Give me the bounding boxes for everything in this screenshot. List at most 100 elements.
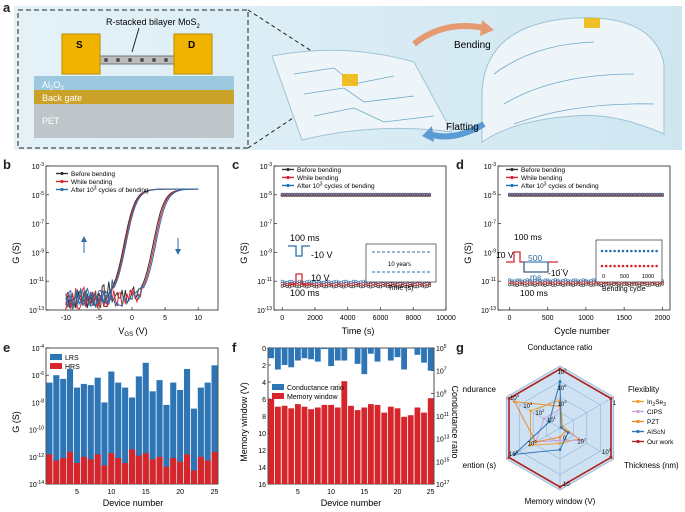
low-state-point: [356, 281, 360, 285]
low-state-point: [569, 279, 573, 283]
flat-substrate: [271, 49, 453, 141]
legend-label: Before bending: [297, 167, 341, 174]
hrs-bar: [122, 463, 129, 484]
low-state-point: [658, 283, 662, 287]
legend-marker: [286, 167, 290, 172]
conductance-ratio-bar: [394, 348, 401, 358]
radar-axis-label: Flexiblity: [628, 385, 659, 394]
radar-point: [547, 420, 551, 424]
low-state-point: [283, 282, 287, 286]
low-state-point: [528, 278, 532, 282]
low-state-point: [344, 284, 348, 288]
low-state-point: [329, 284, 333, 288]
low-state-point: [518, 282, 522, 286]
low-state-point: [571, 284, 575, 288]
panel-label-b: b: [3, 157, 11, 172]
conductance-ratio-bar: [354, 348, 361, 364]
inset-high-point: [651, 249, 654, 253]
hrs-bar: [177, 461, 184, 484]
f-ylabel-right: Conductance ratio: [450, 385, 458, 458]
xtick-label: 500: [542, 315, 554, 322]
bent-substrate: [481, 17, 665, 143]
low-state-point: [317, 279, 321, 283]
memory-window-bar: [421, 412, 427, 484]
ytick-label: 6: [262, 397, 266, 404]
legend-marker: [60, 171, 64, 176]
low-state-point: [379, 285, 383, 289]
legend-marker: [60, 187, 64, 192]
low-state-point: [354, 280, 358, 284]
xtick-label: 5: [75, 489, 79, 496]
radar-point: [558, 380, 562, 383]
lrs-bar: [101, 402, 108, 484]
low-state-point: [307, 279, 311, 283]
hrs-bar: [73, 463, 80, 484]
memory-window-bar: [301, 406, 308, 484]
conductance-ratio-bar: [314, 348, 321, 362]
ytick-label: 4: [262, 380, 266, 387]
low-state-point: [518, 278, 522, 282]
low-state-point: [579, 279, 583, 283]
ytick-label: 10-11: [29, 277, 44, 286]
hrs-bar: [184, 454, 191, 484]
low-state-point: [525, 278, 529, 282]
conductance-ratio-bar: [421, 348, 427, 363]
low-state-point: [581, 283, 585, 287]
panel-c-retention: G (S) Time (s) 10-3 10-5 10-7 10-9 10-11 10-1…: [239, 162, 456, 336]
low-state-point: [546, 283, 550, 287]
flatting-arrowhead: [422, 126, 434, 142]
low-state-point: [297, 279, 301, 283]
xtick-label: 6000: [373, 315, 389, 322]
radar-point: [542, 417, 546, 421]
low-state-point: [332, 280, 336, 284]
conductance-ratio-bar: [295, 348, 301, 361]
low-state-point: [334, 285, 338, 289]
c-pulse-diagram: 100 ms -10 V 10 V 100 ms: [288, 233, 333, 298]
xtick-label: 20: [394, 489, 402, 496]
low-state-point: [592, 278, 596, 282]
low-state-point: [396, 283, 400, 287]
drain-label: D: [188, 40, 195, 51]
hrs-bar: [149, 459, 156, 484]
conductance-ratio-bar: [341, 348, 348, 361]
conductance-ratio-bar: [288, 348, 295, 368]
memory-window-bar: [387, 406, 394, 484]
gate-label: Back gate: [42, 93, 82, 103]
memory-window-bar: [394, 408, 401, 484]
low-state-point: [556, 278, 560, 282]
c-xlabel: Time (s): [342, 326, 375, 336]
low-state-point: [320, 282, 324, 286]
low-state-point: [290, 280, 294, 284]
hrs-bar: [142, 453, 149, 484]
low-state-point: [420, 284, 424, 288]
low-state-point: [406, 282, 410, 286]
low-state-point: [342, 285, 346, 289]
inset-high-point: [621, 249, 625, 253]
legend-label-lrs: LRS: [65, 355, 79, 362]
low-state-point: [558, 282, 562, 286]
lrs-bar: [53, 375, 60, 484]
low-state-point: [379, 282, 383, 286]
low-state-point: [315, 282, 319, 286]
low-state-point: [520, 282, 524, 286]
low-state-point: [566, 280, 570, 284]
legend-marker: [510, 183, 514, 188]
conductance-ratio-bar: [308, 348, 314, 360]
d-inset-tick-2: 1000: [642, 274, 654, 280]
memory-window-bar: [334, 407, 341, 484]
panel-label-f: f: [232, 340, 237, 355]
lrs-bar: [142, 362, 149, 484]
radar-point: [558, 439, 562, 442]
memory-window-bar: [381, 412, 388, 484]
hrs-bar: [170, 458, 177, 484]
low-state-point: [520, 281, 524, 285]
memory-window-bar: [348, 405, 354, 484]
radar-tick: 10: [563, 482, 570, 488]
ytick-right-label: 105: [436, 344, 447, 353]
memory-window-bar: [374, 404, 381, 484]
low-state-point: [643, 282, 647, 286]
memory-window-bar: [341, 381, 348, 484]
radar-legend-marker: [636, 419, 640, 424]
ytick-label: 0: [262, 346, 266, 353]
panel-label-g: g: [456, 340, 464, 355]
